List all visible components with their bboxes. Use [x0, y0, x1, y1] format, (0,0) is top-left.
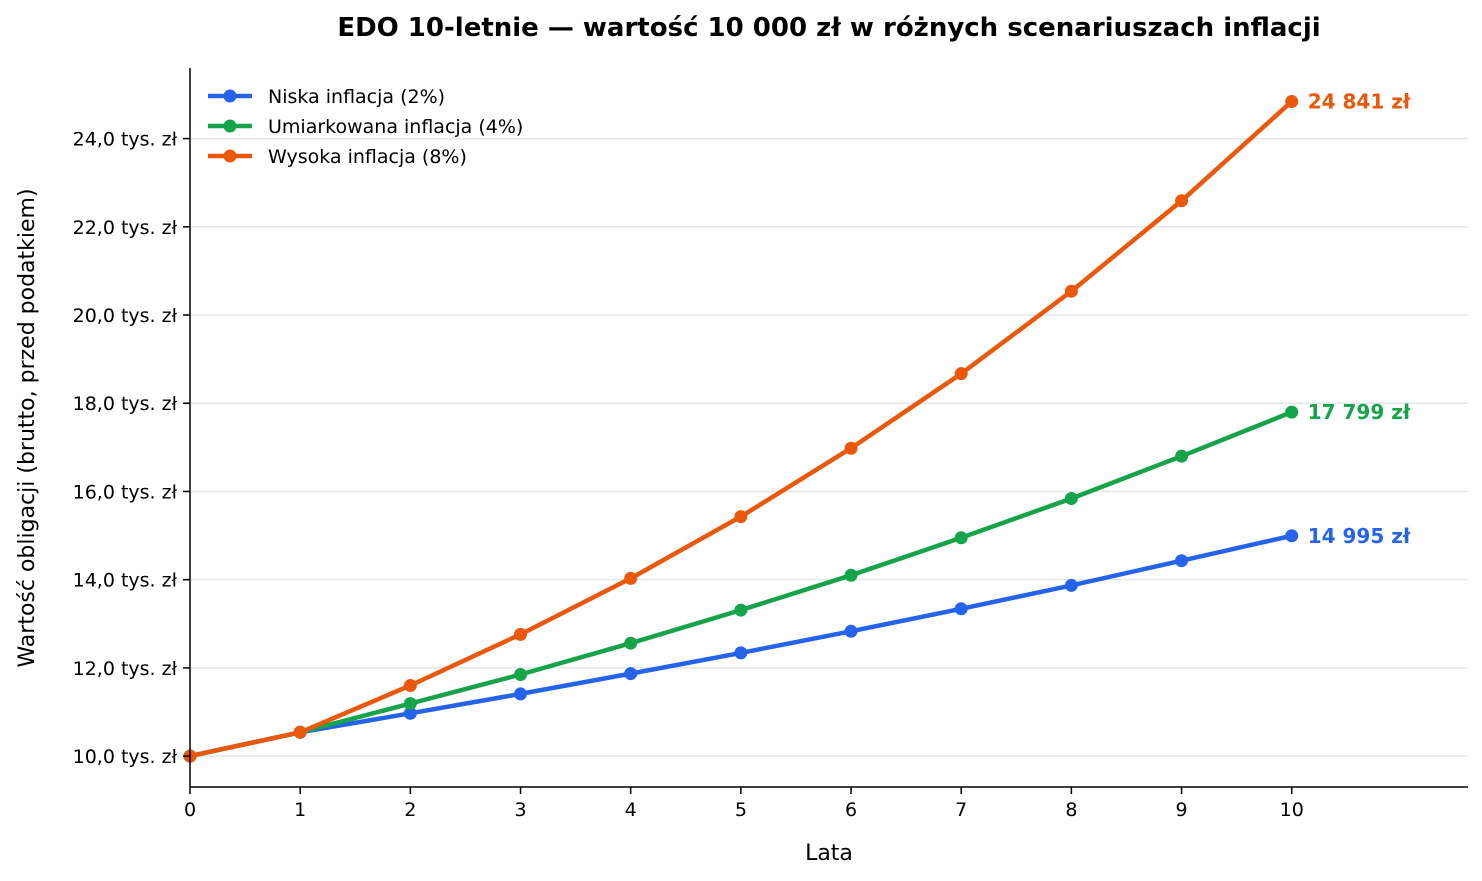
legend-swatch-marker — [223, 119, 237, 133]
legend-swatch-marker — [223, 89, 237, 103]
data-point — [844, 441, 858, 455]
data-point — [624, 667, 638, 681]
series-0 — [183, 529, 1299, 763]
y-tick-label: 10,0 tys. zł — [73, 746, 178, 768]
x-tick-label: 10 — [1280, 799, 1304, 821]
data-point — [403, 706, 417, 720]
data-point — [1064, 492, 1078, 506]
series-line — [187, 533, 1294, 759]
x-axis-label: Lata — [805, 841, 853, 866]
data-point — [514, 687, 528, 701]
data-point — [1285, 94, 1299, 108]
y-axis-label: Wartość obligacji (brutto, przed podatki… — [15, 188, 40, 667]
x-tick-label: 8 — [1065, 799, 1077, 821]
data-point — [1285, 405, 1299, 419]
end-value-label: 17 799 zł — [1308, 400, 1411, 424]
data-point — [624, 636, 638, 650]
x-tick-label: 6 — [845, 799, 857, 821]
data-point — [734, 510, 748, 524]
y-tick-label: 16,0 tys. zł — [73, 481, 178, 503]
x-tick-label: 1 — [294, 799, 306, 821]
x-tick-label: 2 — [404, 799, 416, 821]
end-value-label: 24 841 zł — [1308, 89, 1411, 113]
legend-label: Umiarkowana inflacja (4%) — [268, 116, 523, 138]
end-value-label: 14 995 zł — [1308, 524, 1411, 548]
data-point — [954, 602, 968, 616]
series-line — [187, 409, 1294, 759]
y-tick-label: 12,0 tys. zł — [73, 658, 178, 680]
x-tick-label: 0 — [184, 799, 196, 821]
y-tick-label: 18,0 tys. zł — [73, 393, 178, 415]
y-tick-label: 20,0 tys. zł — [73, 305, 178, 327]
data-point — [1285, 529, 1299, 543]
legend-item: Umiarkowana inflacja (4%) — [208, 116, 523, 138]
y-axis-ticks: 10,0 tys. zł 12,0 tys. zł 14,0 tys. zł 16,0… — [73, 129, 190, 768]
data-point — [403, 679, 417, 693]
data-point — [624, 571, 638, 585]
data-point — [734, 603, 748, 617]
data-point — [734, 646, 748, 660]
legend-item: Wysoka inflacja (8%) — [208, 146, 467, 168]
legend-item: Niska inflacja (2%) — [208, 86, 445, 108]
data-point — [1175, 554, 1189, 568]
data-point — [514, 627, 528, 641]
data-point — [1175, 449, 1189, 463]
data-point — [1064, 284, 1078, 298]
legend-swatch-marker — [223, 149, 237, 163]
x-tick-label: 3 — [514, 799, 526, 821]
series-2 — [183, 94, 1299, 763]
legend: Niska inflacja (2%) Umiarkowana inflacja … — [208, 86, 523, 168]
axes — [189, 68, 1468, 788]
data-point — [954, 367, 968, 381]
y-tick-label: 22,0 tys. zł — [73, 217, 178, 239]
x-tick-label: 4 — [625, 799, 637, 821]
data-point — [403, 697, 417, 711]
data-point — [844, 624, 858, 638]
x-tick-label: 5 — [735, 799, 747, 821]
end-labels: 14 995 zł 17 799 zł 24 841 zł — [1308, 89, 1411, 547]
x-axis-ticks: 0 1 2 3 4 5 6 7 8 9 10 — [184, 787, 1304, 821]
x-tick-label: 7 — [955, 799, 967, 821]
data-point — [844, 568, 858, 582]
legend-label: Wysoka inflacja (8%) — [268, 146, 467, 168]
series-layer — [183, 94, 1299, 763]
y-tick-label: 24,0 tys. zł — [73, 129, 178, 151]
data-point — [293, 725, 307, 739]
x-tick-label: 9 — [1176, 799, 1188, 821]
y-tick-label: 14,0 tys. zł — [73, 570, 178, 592]
data-point — [1064, 578, 1078, 592]
grid-lines — [190, 137, 1468, 757]
legend-label: Niska inflacja (2%) — [268, 86, 445, 108]
chart-title: EDO 10-letnie — wartość 10 000 zł w różn… — [337, 13, 1320, 43]
data-point — [1175, 194, 1189, 208]
series-1 — [183, 405, 1299, 763]
data-point — [514, 668, 528, 682]
data-point — [954, 531, 968, 545]
